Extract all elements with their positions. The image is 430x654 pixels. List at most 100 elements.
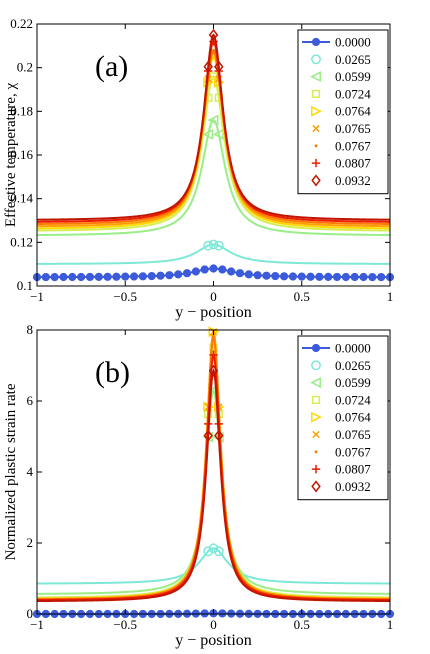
data-point bbox=[244, 270, 253, 279]
legend: 0.0000 0.0265 0.0599 0.0724 0.0764 0.0765 0.07… bbox=[297, 335, 389, 501]
series-line bbox=[36, 388, 391, 595]
legend-label: 0.0724 bbox=[335, 86, 371, 101]
y-tick-label: 0.22 bbox=[10, 16, 33, 31]
series-line bbox=[37, 547, 390, 585]
x-tick-label: 0 bbox=[210, 617, 217, 632]
data-point bbox=[208, 364, 219, 377]
data-point bbox=[112, 272, 121, 281]
panel-label: (a) bbox=[95, 50, 128, 83]
y-tick-label: 6 bbox=[27, 393, 34, 408]
y-tick-label: 0.16 bbox=[10, 147, 33, 162]
data-point bbox=[138, 272, 147, 281]
data-point bbox=[315, 272, 324, 281]
data-point bbox=[218, 265, 227, 274]
y-tick-label: 0.2 bbox=[17, 60, 33, 75]
series-line bbox=[36, 344, 391, 599]
legend-label: 0.0764 bbox=[335, 104, 371, 119]
data-point bbox=[202, 128, 214, 140]
x-axis-label: y − position bbox=[175, 304, 252, 321]
legend-entry: 0.0807 bbox=[311, 462, 371, 477]
legend-marker bbox=[311, 480, 321, 493]
data-point bbox=[324, 272, 333, 281]
legend-label: 0.0807 bbox=[335, 462, 371, 477]
legend-marker bbox=[311, 343, 321, 353]
legend-entry: 0.0724 bbox=[311, 86, 371, 101]
legend-entry: 0.0000 bbox=[302, 35, 371, 50]
data-point bbox=[129, 272, 139, 281]
legend-label: 0.0000 bbox=[335, 341, 371, 356]
chart-panel-a: −1 −0.5 0 0.5 1 0.1 0.12 0.14 0.16 0.18 0.2 0.22 y −… bbox=[3, 16, 395, 321]
data-point bbox=[207, 114, 219, 126]
series-line bbox=[37, 367, 390, 603]
y-tick-label: 4 bbox=[27, 464, 34, 479]
legend-entry: 0.0724 bbox=[311, 392, 371, 407]
series-0.0932 bbox=[36, 28, 391, 221]
panel-label: (b) bbox=[95, 356, 130, 389]
legend-label: 0.0765 bbox=[335, 121, 371, 136]
legend-entry: 0.0932 bbox=[311, 173, 371, 188]
data-point bbox=[212, 48, 215, 52]
series-0.0932 bbox=[37, 364, 390, 603]
data-point bbox=[350, 272, 359, 282]
legend-label: 0.0932 bbox=[335, 479, 371, 494]
data-point bbox=[359, 272, 368, 282]
legend-marker bbox=[314, 450, 318, 454]
legend-label: 0.0767 bbox=[335, 138, 371, 153]
x-tick-label: 1 bbox=[387, 617, 394, 632]
y-tick-label: 0.12 bbox=[10, 234, 33, 249]
data-point bbox=[203, 546, 214, 557]
data-point bbox=[280, 272, 289, 281]
data-point bbox=[208, 239, 219, 250]
legend-entry: 0.0807 bbox=[311, 156, 371, 171]
data-point bbox=[200, 609, 209, 618]
data-point bbox=[121, 272, 130, 281]
y-tick-label: 0.18 bbox=[10, 103, 33, 118]
data-point bbox=[288, 272, 298, 281]
data-point bbox=[41, 272, 50, 282]
legend-entry: 0.0765 bbox=[312, 427, 371, 442]
data-point bbox=[306, 272, 315, 281]
data-point bbox=[68, 272, 77, 282]
data-point bbox=[332, 272, 342, 282]
data-point bbox=[77, 272, 86, 282]
series-line bbox=[36, 243, 391, 265]
legend-label: 0.0807 bbox=[335, 156, 371, 171]
legend-label: 0.0599 bbox=[335, 375, 371, 390]
legend-marker bbox=[311, 158, 321, 168]
series-line bbox=[36, 55, 391, 230]
series-line bbox=[36, 33, 391, 221]
legend-marker bbox=[311, 37, 321, 47]
legend-marker bbox=[311, 360, 321, 371]
x-tick-label: 0.5 bbox=[294, 289, 310, 304]
legend-entry: 0.0767 bbox=[314, 444, 371, 459]
data-point bbox=[191, 267, 200, 276]
legend-label: 0.0765 bbox=[335, 427, 371, 442]
legend-box bbox=[297, 29, 389, 195]
legend: 0.0000 0.0265 0.0599 0.0724 0.0764 0.0765 0.07… bbox=[297, 29, 389, 195]
data-point bbox=[165, 271, 174, 280]
data-point bbox=[85, 272, 95, 282]
legend-label: 0.0932 bbox=[335, 173, 371, 188]
series-0.0265 bbox=[37, 543, 390, 585]
data-point bbox=[218, 609, 227, 618]
data-point bbox=[203, 240, 214, 251]
data-point bbox=[377, 272, 386, 282]
data-point bbox=[341, 272, 350, 282]
legend-entry: 0.0932 bbox=[311, 479, 371, 494]
x-tick-label: 0 bbox=[210, 289, 217, 304]
data-point bbox=[174, 270, 183, 279]
x-axis-label: y − position bbox=[175, 632, 252, 649]
chart-panel-b: −1 −0.5 0 0.5 1 0 2 4 6 8 y − position Normalized p… bbox=[3, 322, 395, 649]
legend-entry: 0.0599 bbox=[310, 69, 371, 84]
legend-entry: 0.0765 bbox=[312, 121, 371, 136]
data-point bbox=[368, 272, 377, 282]
series-line bbox=[36, 118, 391, 237]
data-point bbox=[209, 350, 218, 360]
y-tick-label: 8 bbox=[27, 322, 34, 337]
x-tick-label: 0.5 bbox=[294, 617, 310, 632]
x-tick-label: 1 bbox=[387, 289, 394, 304]
legend-marker bbox=[311, 89, 321, 99]
y-tick-label: 2 bbox=[27, 535, 34, 550]
data-point bbox=[297, 272, 306, 281]
